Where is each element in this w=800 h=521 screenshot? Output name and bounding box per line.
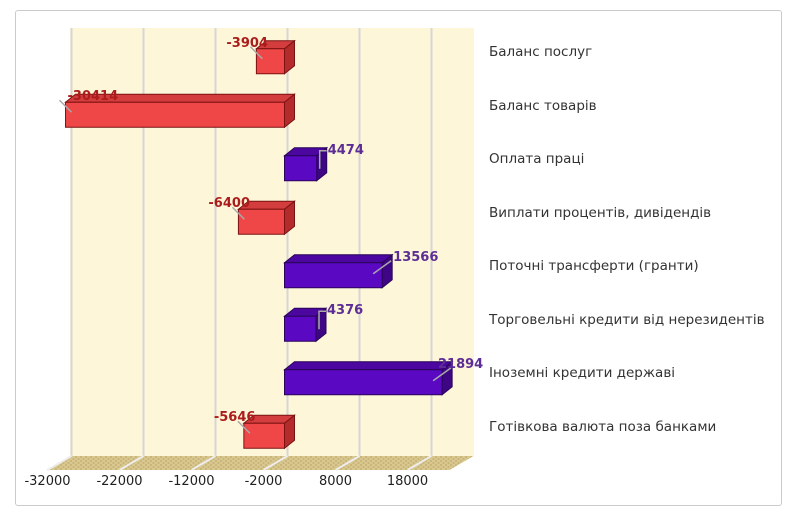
- category-label: Оплата праці: [489, 151, 585, 168]
- leader-line: [318, 310, 327, 330]
- x-axis-tick-label: 8000: [318, 474, 353, 489]
- leader-line: [372, 260, 392, 275]
- x-axis-tick-label: -22000: [96, 474, 143, 489]
- leader-line: [58, 99, 73, 113]
- floor-gridline: [406, 455, 433, 471]
- x-axis-tick-label: -2000: [244, 474, 283, 489]
- category-label: Іноземні кредити державі: [489, 365, 676, 382]
- floor-gridline: [262, 455, 289, 471]
- leader-line: [231, 206, 245, 220]
- floor-gridline: [334, 455, 361, 471]
- leader-line: [237, 420, 251, 434]
- bar-value-label: -3904: [226, 35, 268, 51]
- bar-front-face: [284, 315, 317, 342]
- category-label: Баланс послуг: [489, 44, 593, 61]
- category-label: Виплати процентів, дивідендів: [489, 204, 712, 221]
- bar-front-face: [284, 369, 443, 396]
- floor-gridline: [118, 455, 145, 471]
- floor-3d: [46, 456, 474, 470]
- x-axis-tick-label: -32000: [24, 474, 71, 489]
- category-label: Поточні трансферти (гранти): [489, 258, 699, 275]
- leader-line: [318, 150, 327, 169]
- category-label: Баланс товарів: [489, 97, 597, 114]
- bar-value-label: -5646: [213, 410, 256, 426]
- bar-front-face: [65, 101, 286, 128]
- floor-gridline: [190, 455, 217, 471]
- bar-front-face: [255, 48, 286, 75]
- bar-value-label: -6400: [208, 196, 250, 212]
- x-axis-tick-label: 18000: [386, 474, 429, 489]
- x-axis-tick-label: -12000: [168, 474, 215, 489]
- category-label: Торговельні кредити від нерезидентів: [489, 311, 765, 328]
- chart-frame-border: [15, 10, 782, 506]
- bar-front-face: [243, 422, 285, 449]
- floor-gridline: [46, 455, 73, 471]
- bar-value-label: 4376: [327, 303, 364, 319]
- bar-front-face: [284, 155, 318, 182]
- bar-front-face: [237, 208, 285, 235]
- category-label: Готівкова валюта поза банками: [489, 418, 717, 435]
- bar-value-label: 4474: [327, 142, 364, 158]
- bar-value-label: 21894: [438, 356, 484, 372]
- bar-front-face: [284, 262, 383, 289]
- leader-line: [249, 46, 263, 60]
- bar-value-label: 13566: [393, 249, 439, 265]
- bar-value-label: -30414: [67, 89, 119, 105]
- leader-line: [432, 367, 452, 382]
